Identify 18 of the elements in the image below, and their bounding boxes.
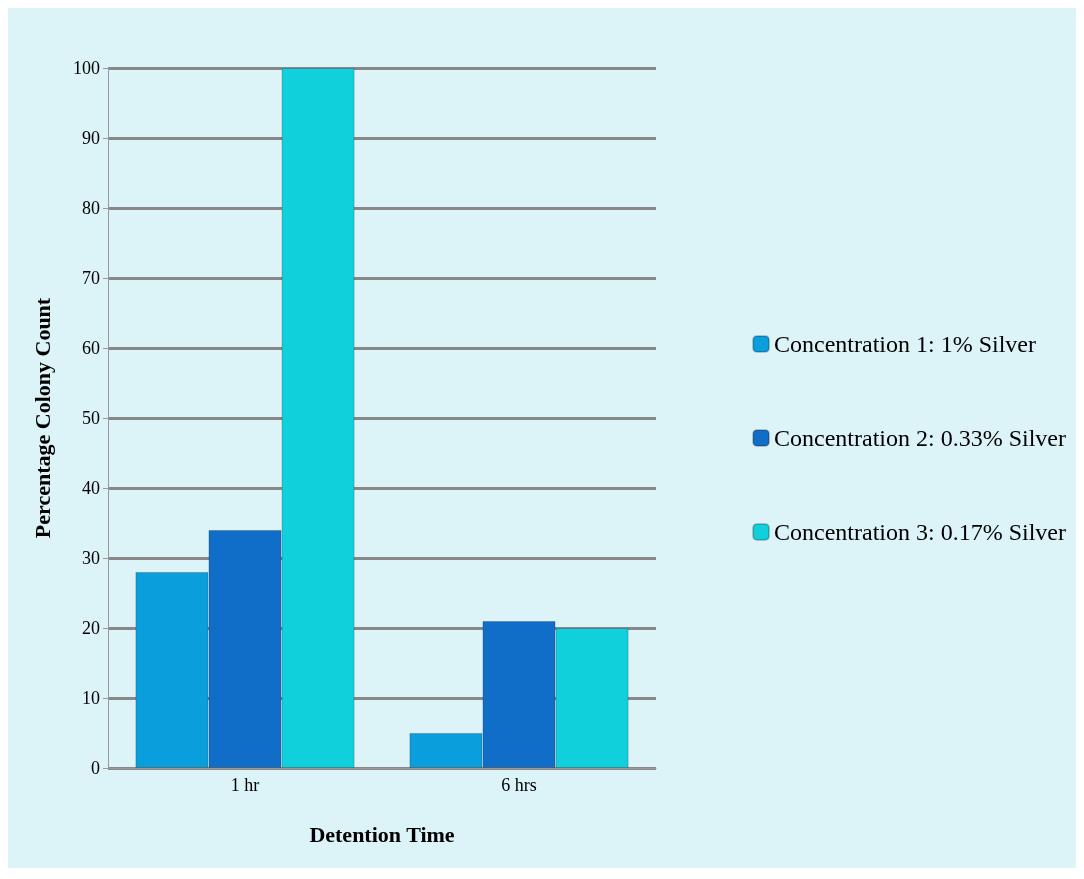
y-tick-label: 0 [91, 758, 100, 778]
y-tick-label: 30 [82, 548, 100, 568]
legend-label: Concentration 2: 0.33% Silver [774, 425, 1067, 451]
y-tick-label: 20 [82, 618, 100, 638]
y-tick-label: 100 [73, 58, 100, 78]
y-tick-label: 80 [82, 198, 100, 218]
y-tick-label: 70 [82, 268, 100, 288]
y-tick-label: 10 [82, 688, 100, 708]
x-axis-title: Detention Time [309, 821, 455, 847]
legend-label: Concentration 3: 0.17% Silver [774, 519, 1067, 545]
y-tick-label: 60 [82, 338, 100, 358]
x-tick-label: 1 hr [230, 775, 260, 795]
legend-label: Concentration 1: 1% Silver [774, 331, 1037, 357]
y-tick-label: 40 [82, 478, 100, 498]
y-tick-label: 50 [82, 408, 100, 428]
y-tick-label: 90 [82, 128, 100, 148]
x-tick-label: 6 hrs [501, 775, 537, 795]
y-axis-title: Percentage Colony Count [29, 297, 55, 539]
